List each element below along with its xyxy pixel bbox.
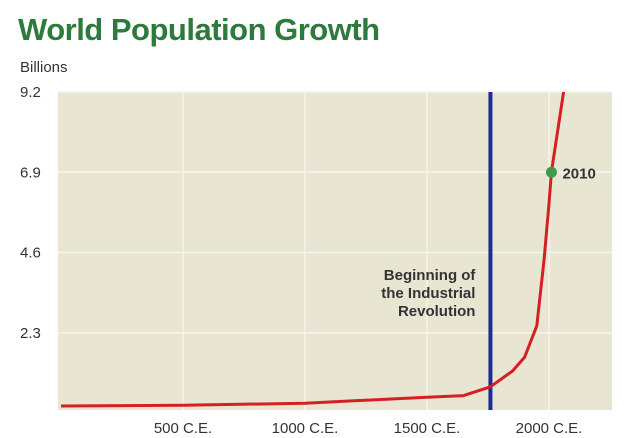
plot-background [58,92,612,410]
data-point-2010 [545,166,557,178]
y-tick-label: 9.2 [20,84,41,101]
industrial-revolution-label: Revolution [398,303,476,320]
industrial-revolution-label: the Industrial [381,285,475,302]
industrial-revolution-label: Beginning of [384,267,477,284]
y-axis-label: Billions [20,59,68,76]
chart-title: World Population Growth [18,12,380,47]
x-tick-label: 1000 C.E. [272,420,339,437]
x-tick-label: 1500 C.E. [394,420,461,437]
x-tick-label: 2000 C.E. [516,420,583,437]
y-tick-label: 6.9 [20,164,41,181]
population-line [60,91,566,408]
data-point-label: 2010 [562,165,595,182]
y-tick-label: 4.6 [20,245,41,262]
x-tick-label: 500 C.E. [154,420,212,437]
y-tick-label: 2.3 [20,325,41,342]
